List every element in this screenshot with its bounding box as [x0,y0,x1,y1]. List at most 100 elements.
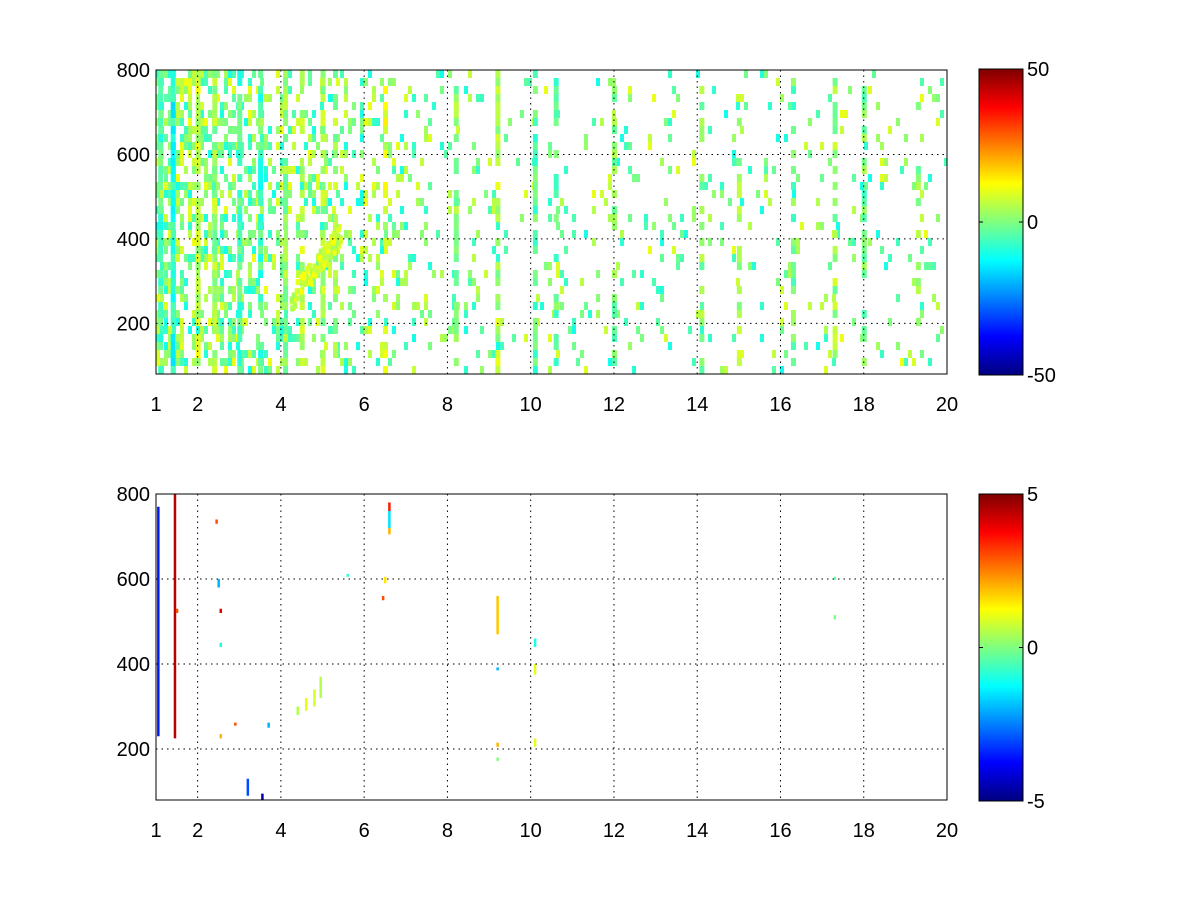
heatmap-cell [164,166,168,174]
heatmap-cell [472,198,476,206]
heatmap-column-cell [283,238,289,246]
heatmap-blob-cell [295,295,300,302]
heatmap-cell [340,70,344,78]
heatmap-column-cell [699,182,705,190]
heatmap-blob-cell [329,234,334,241]
heatmap-cell [828,94,832,102]
heatmap-cell [496,342,500,350]
heatmap-cell [428,310,432,318]
heatmap-cell [176,358,180,366]
heatmap-cell [384,230,388,238]
heatmap-cell [188,262,192,270]
heatmap-cell [400,222,404,230]
heatmap-cell [220,358,224,366]
heatmap-cell [348,358,352,366]
heatmap-cell [268,158,272,166]
heatmap-cell [244,350,248,358]
heatmap-cell [164,270,168,278]
heatmap-cell [488,206,492,214]
heatmap-cell [208,70,212,78]
heatmap-column-cell [283,102,289,110]
heatmap-cell [176,110,180,118]
heatmap-cell [316,174,320,182]
heatmap-column-cell [495,302,501,310]
heatmap-column-cell [283,174,289,182]
heatmap-cell [204,190,208,198]
heatmap-cell [180,158,184,166]
heatmap-cell [880,142,884,150]
heatmap-cell [372,86,376,94]
heatmap-cell [204,214,208,222]
heatmap-blob-cell [312,263,317,270]
heatmap-cell [256,190,260,198]
heatmap-cell [340,262,344,270]
heatmap-cell [396,230,400,238]
heatmap-cell [228,78,232,86]
heatmap-column-cell [158,222,164,230]
heatmap-column-cell [832,246,838,254]
heatmap-cell [328,94,332,102]
heatmap-cell [224,270,228,278]
heatmap-cell [500,318,504,326]
heatmap-cell [188,118,192,126]
heatmap-column-cell [736,358,742,366]
heatmap-cell [444,334,448,342]
heatmap-cell [932,294,936,302]
heatmap-column-cell [382,126,388,134]
heatmap-column-cell [299,326,305,334]
heatmap-cell [608,182,612,190]
heatmap-column-cell [532,166,538,174]
heatmap-cell [724,110,728,118]
heatmap-column-cell [170,350,176,358]
heatmap-cell [324,222,328,230]
heatmap-column-cell [790,278,796,286]
heatmap-cell [852,238,856,246]
heatmap-column-cell [553,190,559,198]
heatmap-column-cell [532,270,538,278]
heatmap-cell [736,102,740,110]
heatmap-cell [248,238,252,246]
heatmap-cell [448,70,452,78]
heatmap-cell [388,214,392,222]
heatmap-column-cell [699,366,705,374]
heatmap-cell [832,294,836,302]
heatmap-column-cell [736,286,742,294]
heatmap-column-cell [453,110,459,118]
heatmap-cell [464,326,468,334]
heatmap-cell [388,238,392,246]
heatmap-column-cell [915,318,921,326]
heatmap-cell [308,134,312,142]
heatmap-cell [220,102,224,110]
heatmap-column-cell [212,238,218,246]
heatmap-column-cell [790,286,796,294]
heatmap-cell [192,166,196,174]
heatmap-column-cell [736,190,742,198]
heatmap-column-cell [790,166,796,174]
heatmap-cell [880,174,884,182]
heatmap-cell [580,278,584,286]
heatmap-cell [648,246,652,254]
heatmap-column-cell [320,118,326,126]
heatmap-cell [308,190,312,198]
heatmap-blob-cell [335,240,340,247]
x-tick-label: 4 [275,394,286,416]
heatmap-cell [308,78,312,86]
heatmap-cell [492,350,496,358]
heatmap-cell [156,310,160,318]
heatmap-cell [324,198,328,206]
heatmap-cell [276,342,280,350]
heatmap-cell [216,118,220,126]
heatmap-cell [312,126,316,134]
heatmap-column-cell [283,294,289,302]
heatmap-column-cell [382,110,388,118]
heatmap-cell [176,190,180,198]
heatmap-cell [660,326,664,334]
heatmap-cell [740,126,744,134]
heatmap-column-cell [832,278,838,286]
heatmap-column-cell [212,70,218,78]
heatmap-cell [180,110,184,118]
heatmap-cell [204,134,208,142]
heatmap-cell [156,318,160,326]
heatmap-cell [708,174,712,182]
heatmap-cell [424,294,428,302]
